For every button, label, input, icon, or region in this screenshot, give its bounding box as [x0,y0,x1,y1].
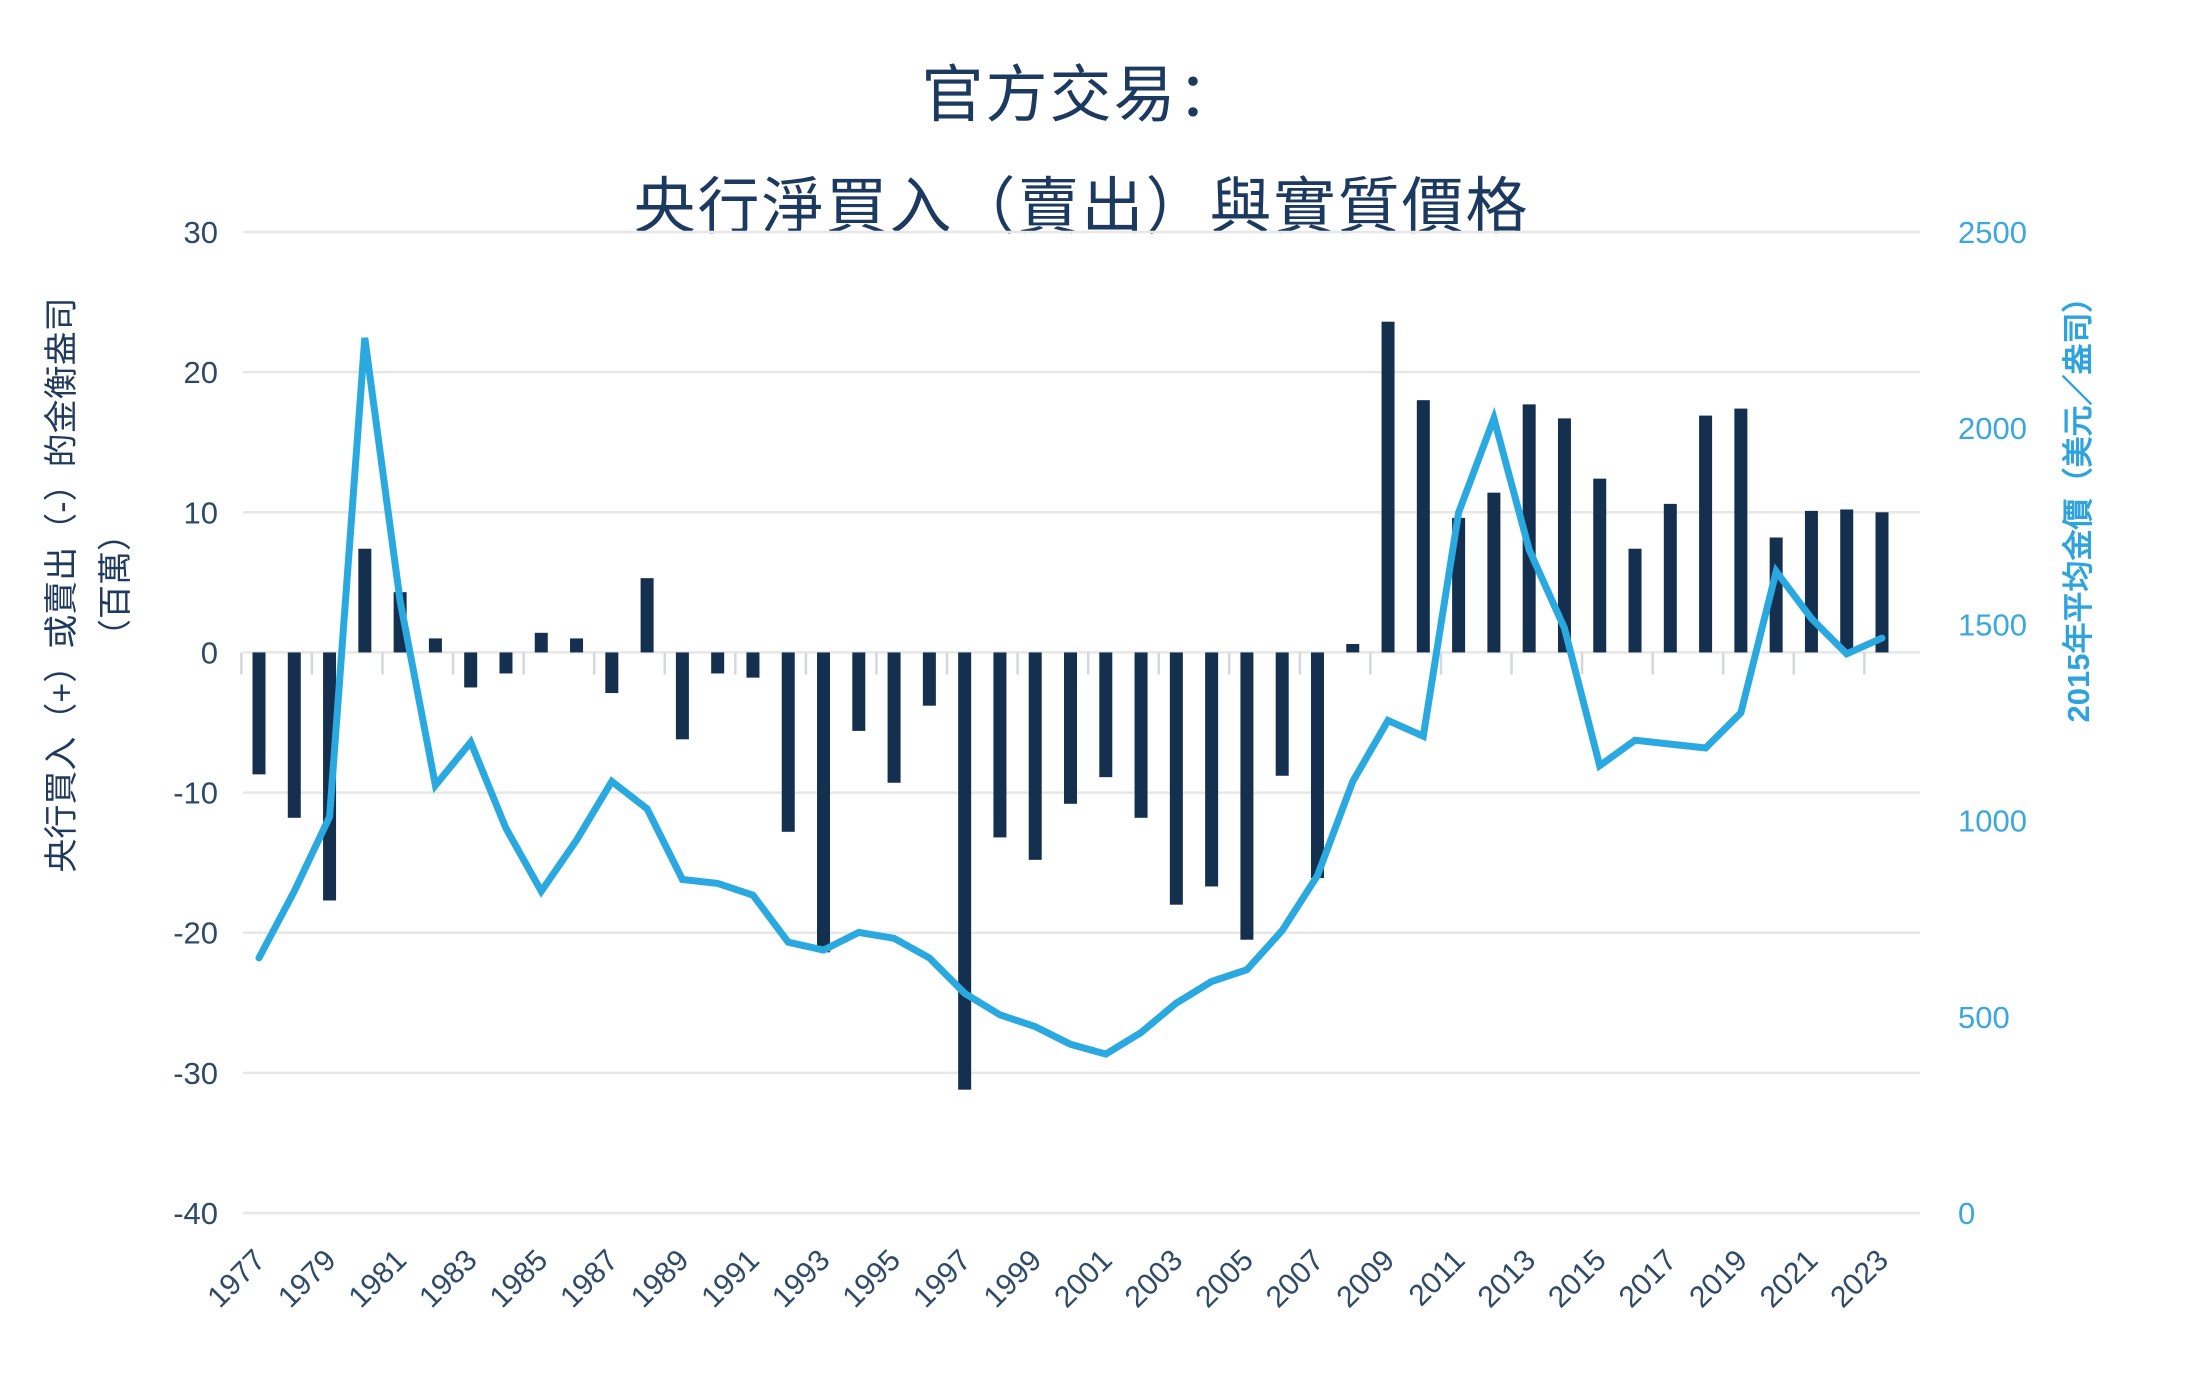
net-purchase-bar [1628,548,1642,653]
x-axis-year-label: 2001 [1048,1244,1119,1315]
net-purchase-bar [711,652,725,674]
x-axis-year-label: 1997 [907,1244,978,1315]
x-axis-year-label: 2015 [1542,1244,1613,1315]
left-axis-tick-label: 20 [184,355,218,390]
x-axis-year-label: 1977 [201,1244,272,1315]
x-axis-year-label: 1983 [413,1244,484,1315]
x-axis-year-label: 2019 [1683,1244,1754,1315]
net-purchase-bar [817,652,831,953]
net-purchase-bar [1769,537,1783,653]
left-axis-tick-label: -20 [173,916,218,951]
x-axis-year-label: 1987 [554,1244,625,1315]
net-purchase-bar [1875,512,1889,653]
net-purchase-bar [746,652,760,678]
net-purchase-bar [852,652,866,731]
net-purchase-bar [1275,652,1289,776]
x-axis-year-label: 1981 [343,1244,414,1315]
left-axis-tick-label: -40 [173,1196,218,1231]
x-axis-year-label: 1989 [625,1244,696,1315]
x-axis-year-label: 1985 [484,1244,555,1315]
net-purchase-bar [640,578,654,653]
net-purchase-bar [1346,644,1360,653]
left-axis-tick-label: 10 [184,495,218,530]
net-purchase-bar [887,652,901,783]
net-purchase-bar [1487,492,1501,653]
x-axis-year-label: 1979 [272,1244,343,1315]
real-gold-price-line [255,337,1886,1058]
net-purchase-bar [1099,652,1113,778]
net-purchase-bar [1593,478,1607,653]
net-purchase-bar [570,638,584,653]
net-purchase-bar [1699,415,1713,653]
net-purchase-bar [605,652,619,694]
net-purchase-bar [1169,652,1183,905]
x-axis-year-label: 1991 [695,1244,766,1315]
x-axis-year-label: 2009 [1330,1244,1401,1315]
net-purchase-bar [958,652,972,1090]
left-axis-tick-label: -30 [173,1056,218,1091]
net-purchase-bar [1557,418,1571,653]
x-axis-year-label: 1995 [837,1244,908,1315]
net-purchase-bar [428,638,442,653]
chart-title-line2: 央行淨買入（賣出）與實質價格 [633,173,1530,242]
net-purchase-bar [252,652,266,775]
left-axis-tick-label: 30 [184,215,218,250]
net-purchase-bar [922,652,936,706]
right-axis-tick-label: 500 [1958,1000,2010,1035]
left-axis-tick-label: -10 [173,776,218,811]
net-purchase-bar [1064,652,1077,804]
x-axis-year-label: 2011 [1403,1244,1472,1313]
net-purchase-bar [1663,503,1677,653]
net-purchase-bar [1840,509,1854,653]
net-purchase-bar [358,548,372,653]
net-purchase-bar [534,632,548,653]
net-purchase-bar [675,652,689,740]
x-axis-year-label: 2017 [1613,1244,1684,1315]
x-axis-year-label: 1999 [978,1244,1049,1315]
net-purchase-bar [1310,652,1324,879]
chart-title-line1: 官方交易： [921,61,1242,130]
net-purchase-bar [1240,652,1254,940]
left-axis-tick-label: 0 [201,635,218,670]
net-purchase-bar [1134,652,1148,818]
net-purchase-bar [1205,652,1219,887]
net-purchase-bar [1522,404,1536,653]
x-axis-year-label: 2005 [1189,1244,1260,1315]
right-axis-tick-label: 0 [1958,1196,1975,1231]
net-purchase-bar [287,652,301,818]
x-axis-year-label: 2013 [1472,1244,1543,1315]
net-purchase-bar [1028,652,1042,860]
right-axis-tick-label: 1000 [1958,804,2027,839]
x-axis-year-label: 1993 [766,1244,837,1315]
x-axis-year-label: 2023 [1824,1244,1895,1315]
net-purchase-bar [1416,400,1430,653]
net-purchase-bar [1381,321,1395,653]
net-purchase-bar [464,652,478,688]
x-axis-year-label: 2003 [1119,1244,1190,1315]
net-purchase-bar [1804,510,1818,653]
x-axis-year-label: 2007 [1260,1244,1331,1315]
net-purchase-bar [499,652,513,674]
right-axis-tick-label: 2500 [1958,215,2027,250]
net-purchase-bar [993,652,1007,838]
right-axis-tick-label: 2000 [1958,411,2027,446]
net-purchase-bar [781,652,795,832]
x-axis-year-label: 2021 [1754,1244,1825,1315]
right-axis-tick-label: 1500 [1958,607,2027,642]
net-purchase-bar [1734,408,1748,653]
